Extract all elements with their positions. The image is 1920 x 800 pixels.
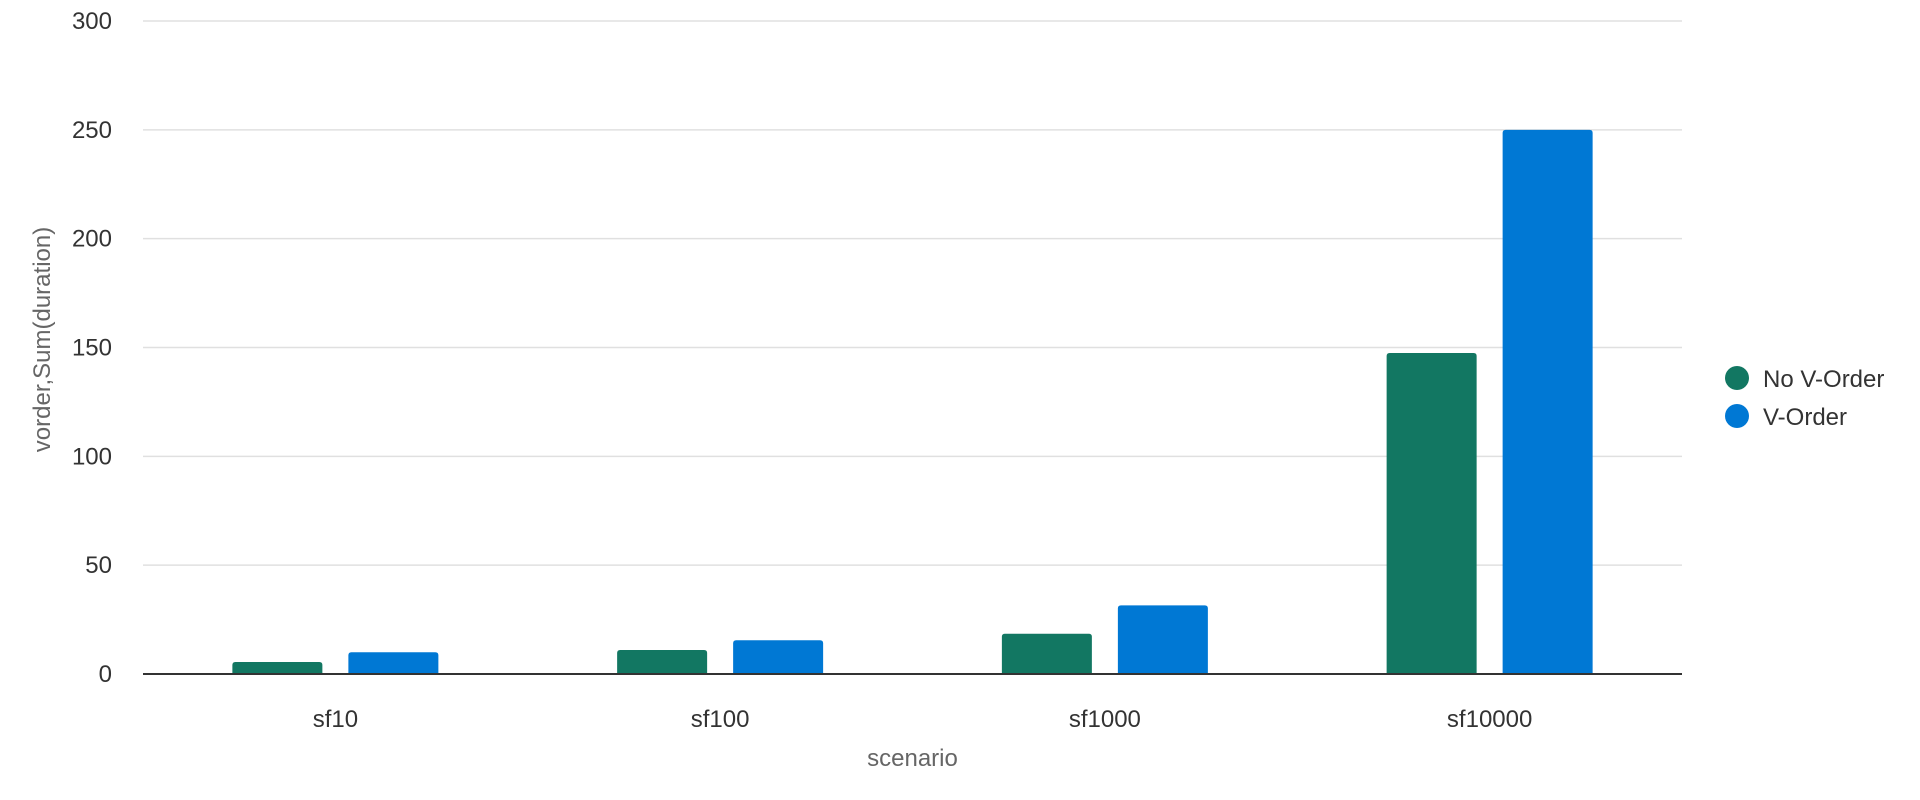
y-tick-label: 150 bbox=[72, 335, 112, 362]
bar-no-v-order-sf10[interactable] bbox=[232, 662, 323, 674]
bar-v-order-sf1000[interactable] bbox=[1117, 605, 1208, 674]
y-tick-label: 100 bbox=[72, 443, 112, 470]
bars bbox=[232, 129, 1593, 675]
bar-v-order-sf10000[interactable] bbox=[1502, 129, 1593, 675]
y-axis-title: vorder,Sum(duration) bbox=[29, 227, 56, 452]
legend-label: No V-Order bbox=[1763, 366, 1884, 393]
x-axis-title: scenario bbox=[867, 745, 958, 772]
x-axis-ticks: sf10 sf100 sf1000 sf10000 bbox=[313, 706, 1533, 733]
y-tick-label: 200 bbox=[72, 226, 112, 253]
x-tick-label: sf1000 bbox=[1069, 706, 1141, 733]
x-tick-label: sf100 bbox=[691, 706, 750, 733]
bar-no-v-order-sf100[interactable] bbox=[617, 650, 708, 674]
y-tick-label: 300 bbox=[72, 8, 112, 35]
y-tick-label: 0 bbox=[99, 661, 112, 688]
legend-swatch bbox=[1725, 366, 1749, 390]
y-tick-label: 50 bbox=[85, 552, 112, 579]
bar-no-v-order-sf1000[interactable] bbox=[1001, 633, 1092, 674]
x-tick-label: sf10000 bbox=[1447, 706, 1532, 733]
bar-v-order-sf100[interactable] bbox=[733, 640, 824, 674]
legend-label: V-Order bbox=[1763, 404, 1847, 431]
legend-swatch bbox=[1725, 404, 1749, 428]
bar-v-order-sf10[interactable] bbox=[348, 652, 439, 674]
y-axis-ticks: 0 50 100 150 200 250 300 bbox=[72, 8, 112, 688]
legend: No V-Order V-Order bbox=[1725, 366, 1884, 431]
bar-no-v-order-sf10000[interactable] bbox=[1386, 352, 1477, 674]
y-tick-label: 250 bbox=[72, 117, 112, 144]
x-tick-label: sf10 bbox=[313, 706, 358, 733]
